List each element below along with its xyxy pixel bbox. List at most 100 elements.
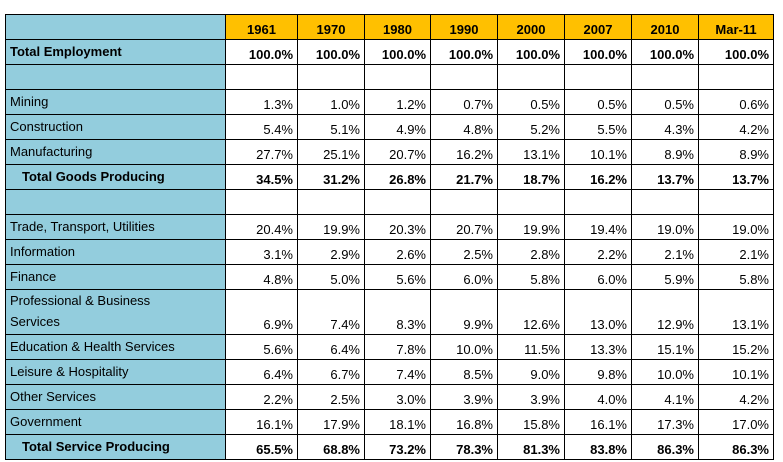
value-cell: 78.3% <box>430 434 498 460</box>
value-cell: 25.1% <box>297 139 365 165</box>
value-cell: 7.8% <box>364 334 431 360</box>
value-cell: 8.9% <box>698 139 774 165</box>
value-cell: 6.9% <box>225 289 298 335</box>
value-cell: 8.5% <box>430 359 498 385</box>
value-cell: 100.0% <box>564 39 632 65</box>
value-cell: 100.0% <box>631 39 699 65</box>
spacer-cell <box>631 189 699 215</box>
value-cell: 5.0% <box>297 264 365 290</box>
value-cell: 5.6% <box>225 334 298 360</box>
data-row: Trade, Transport, Utilities 20.4% 19.9% 20.… <box>5 214 774 240</box>
data-row: Leisure & Hospitality 6.4% 6.7% 7.4% 8.5% 9.0… <box>5 359 774 385</box>
value-cell: 4.8% <box>225 264 298 290</box>
column-header: 1961 <box>225 14 298 40</box>
value-cell: 10.0% <box>631 359 699 385</box>
value-cell: 5.1% <box>297 114 365 140</box>
row-label: Total Service Producing <box>22 439 170 454</box>
value-cell: 18.1% <box>364 409 431 435</box>
row-label-cell: Construction <box>5 114 226 140</box>
data-row: Total Service Producing 65.5% 68.8% 73.2% 78… <box>5 434 774 460</box>
value-cell: 2.2% <box>225 384 298 410</box>
row-label: Leisure & Hospitality <box>10 364 129 379</box>
value-cell: 11.5% <box>497 334 565 360</box>
data-row: Finance 4.8% 5.0% 5.6% 6.0% 5.8% 6.0% 5.9% 5.8% <box>5 264 774 290</box>
column-header: 1970 <box>297 14 365 40</box>
column-header: 1990 <box>430 14 498 40</box>
value-cell: 2.6% <box>364 239 431 265</box>
value-cell: 10.0% <box>430 334 498 360</box>
value-cell: 86.3% <box>631 434 699 460</box>
value-cell: 2.1% <box>698 239 774 265</box>
value-cell: 17.9% <box>297 409 365 435</box>
row-label-cell: Other Services <box>5 384 226 410</box>
value-cell: 13.3% <box>564 334 632 360</box>
spacer-cell <box>497 189 565 215</box>
row-label-cell: Mining <box>5 89 226 115</box>
value-cell: 31.2% <box>297 164 365 190</box>
value-cell: 19.9% <box>297 214 365 240</box>
value-cell: 4.9% <box>364 114 431 140</box>
value-cell: 4.0% <box>564 384 632 410</box>
column-header: 2000 <box>497 14 565 40</box>
value-cell: 16.1% <box>564 409 632 435</box>
value-cell: 9.9% <box>430 289 498 335</box>
header-row: 1961 1970 1980 1990 2000 2007 2010 Mar-11 <box>5 14 774 40</box>
value-cell: 4.3% <box>631 114 699 140</box>
value-cell: 15.2% <box>698 334 774 360</box>
value-cell: 19.0% <box>631 214 699 240</box>
value-cell: 8.3% <box>364 289 431 335</box>
value-cell: 9.8% <box>564 359 632 385</box>
spacer-cell <box>297 64 365 90</box>
row-label: Trade, Transport, Utilities <box>10 219 155 234</box>
value-cell: 68.8% <box>297 434 365 460</box>
value-cell: 26.8% <box>364 164 431 190</box>
row-label-cell: Education & Health Services <box>5 334 226 360</box>
spacer-label-cell <box>5 64 226 90</box>
value-cell: 0.5% <box>564 89 632 115</box>
value-cell: 6.4% <box>297 334 365 360</box>
value-cell: 16.2% <box>564 164 632 190</box>
column-header: 1980 <box>364 14 431 40</box>
value-cell: 73.2% <box>364 434 431 460</box>
value-cell: 27.7% <box>225 139 298 165</box>
row-label-cell: Trade, Transport, Utilities <box>5 214 226 240</box>
value-cell: 7.4% <box>364 359 431 385</box>
value-cell: 5.4% <box>225 114 298 140</box>
value-cell: 2.8% <box>497 239 565 265</box>
value-cell: 3.1% <box>225 239 298 265</box>
spacer-cell <box>430 189 498 215</box>
table-body: 1961 1970 1980 1990 2000 2007 2010 Mar-11 Total … <box>5 14 774 460</box>
value-cell: 5.8% <box>698 264 774 290</box>
value-cell: 4.2% <box>698 384 774 410</box>
value-cell: 19.0% <box>698 214 774 240</box>
spacer-cell <box>225 64 298 90</box>
row-label-cell: Leisure & Hospitality <box>5 359 226 385</box>
value-cell: 20.7% <box>430 214 498 240</box>
spacer-cell <box>631 64 699 90</box>
value-cell: 16.2% <box>430 139 498 165</box>
spacer-cell <box>564 64 632 90</box>
value-cell: 2.9% <box>297 239 365 265</box>
value-cell: 21.7% <box>430 164 498 190</box>
data-row: Construction 5.4% 5.1% 4.9% 4.8% 5.2% 5.5% 4.3%… <box>5 114 774 140</box>
value-cell: 15.1% <box>631 334 699 360</box>
value-cell: 34.5% <box>225 164 298 190</box>
row-label: Total Employment <box>10 44 122 59</box>
spacer-label-cell <box>5 189 226 215</box>
data-row: Information 3.1% 2.9% 2.6% 2.5% 2.8% 2.2% 2.1% 2… <box>5 239 774 265</box>
row-label: Total Goods Producing <box>22 169 165 184</box>
data-row: Total Goods Producing 34.5% 31.2% 26.8% 21.7… <box>5 164 774 190</box>
value-cell: 5.9% <box>631 264 699 290</box>
value-cell: 17.3% <box>631 409 699 435</box>
value-cell: 7.4% <box>297 289 365 335</box>
spacer-row <box>5 189 774 215</box>
data-row: Government 16.1% 17.9% 18.1% 16.8% 15.8% 16.1%… <box>5 409 774 435</box>
value-cell: 2.5% <box>430 239 498 265</box>
row-label: Finance <box>10 269 57 284</box>
row-label: Mining <box>10 94 49 109</box>
value-cell: 4.1% <box>631 384 699 410</box>
value-cell: 100.0% <box>225 39 298 65</box>
value-cell: 5.5% <box>564 114 632 140</box>
spacer-cell <box>297 189 365 215</box>
spacer-cell <box>564 189 632 215</box>
